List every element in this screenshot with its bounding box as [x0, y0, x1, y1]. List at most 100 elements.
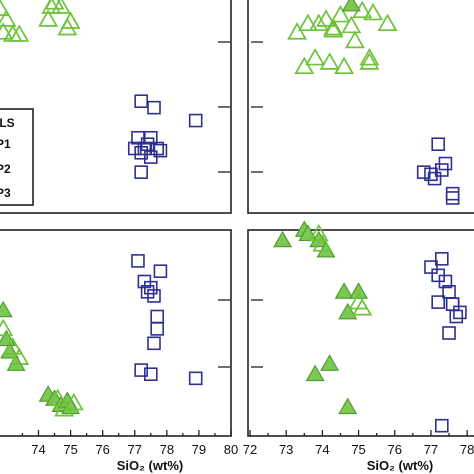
point-top-right-s0-1	[294, 56, 315, 75]
point-bottom-left-s1-2	[9, 347, 30, 365]
point-bottom-right-s1-1	[312, 234, 333, 252]
legend-title: OLS	[0, 116, 15, 130]
point-top-right-s2-0	[431, 137, 445, 151]
panel-bottom-left-frame	[0, 229, 232, 437]
point-top-right-s0-5	[323, 17, 344, 36]
x-tick-label-bottom-right-2: 74	[315, 442, 329, 457]
point-bottom-left-s2-9	[188, 371, 203, 386]
point-top-left-s0-2	[0, 9, 17, 27]
point-bottom-right-s2-0	[305, 364, 325, 382]
point-bottom-right-s3-11	[453, 305, 467, 320]
point-bottom-left-s1-3	[47, 388, 68, 407]
point-top-right-s0-9	[344, 30, 365, 49]
legend-entry-p1: P1	[0, 137, 11, 151]
point-bottom-left-s2-7	[134, 363, 148, 377]
x-tick-label-bottom-right-5: 77	[424, 442, 438, 457]
x-tick-label-bottom-right-1: 73	[279, 442, 293, 457]
point-top-right-s1-0	[341, 0, 361, 12]
point-bottom-left-s2-5	[150, 322, 165, 336]
point-bottom-right-s0-6	[334, 282, 354, 299]
point-top-left-s0-5	[38, 9, 59, 27]
x-axis-title-right: SiO₂ (wt%)	[367, 458, 433, 473]
point-top-left-s1-6	[147, 100, 161, 115]
point-bottom-right-s3-2	[435, 252, 449, 266]
panel-top-right-frame	[247, 0, 474, 214]
point-top-left-s1-11	[143, 150, 158, 164]
point-top-right-s0-2	[297, 13, 318, 32]
point-top-right-s0-3	[308, 13, 329, 32]
x-tick-label-bottom-left-5: 79	[192, 442, 206, 457]
point-bottom-left-s2-0	[131, 254, 145, 268]
point-top-right-s2-5	[438, 156, 453, 171]
point-top-left-s1-10	[134, 165, 148, 179]
point-bottom-right-s3-0	[424, 260, 438, 274]
point-top-left-s0-0	[0, 0, 10, 16]
x-tick-label-bottom-left-4: 78	[160, 442, 174, 457]
point-bottom-left-s0-0	[0, 300, 13, 318]
point-bottom-right-s3-5	[445, 297, 460, 311]
point-bottom-left-s2-6	[153, 264, 168, 279]
point-bottom-left-s2-11	[143, 280, 158, 295]
point-top-right-s0-10	[305, 47, 326, 66]
point-bottom-right-s3-8	[442, 326, 456, 340]
point-top-right-s0-4	[319, 52, 340, 70]
x-tick-label-bottom-left-2: 76	[95, 442, 109, 457]
legend-box	[0, 108, 34, 206]
point-top-right-s0-12	[334, 56, 355, 75]
point-bottom-left-s1-5	[63, 392, 84, 411]
point-bottom-left-s1-1	[2, 337, 23, 355]
x-tick-label-bottom-right-4: 76	[388, 442, 402, 457]
x-tick-label-bottom-left-6: 80	[224, 442, 238, 457]
point-top-right-s0-11	[323, 20, 344, 38]
point-top-right-s2-3	[427, 171, 442, 186]
point-top-right-s2-7	[445, 186, 460, 201]
point-top-right-s0-6	[316, 9, 336, 27]
point-top-left-s0-1	[0, 22, 14, 40]
point-top-right-s0-17	[359, 52, 380, 70]
point-bottom-left-s1-4	[54, 399, 75, 417]
point-bottom-left-s2-10	[147, 336, 161, 351]
point-top-left-s1-12	[188, 113, 203, 128]
point-top-right-s0-13	[359, 47, 380, 66]
point-top-left-s1-5	[140, 137, 155, 151]
point-top-left-s0-6	[41, 0, 62, 14]
point-bottom-right-s3-3	[438, 274, 453, 289]
point-top-right-s0-15	[377, 13, 398, 32]
point-bottom-right-s0-8	[349, 282, 369, 299]
point-top-left-s0-9	[57, 17, 78, 36]
legend: OLS P1 P2 P3	[0, 108, 34, 206]
point-bottom-right-s0-3	[309, 230, 329, 248]
point-top-right-s0-8	[341, 15, 362, 34]
x-axis-title-left: SiO₂ (wt%)	[117, 458, 183, 473]
x-tick-label-bottom-right-0: 72	[243, 442, 257, 457]
point-top-right-s2-6	[445, 191, 460, 205]
x-tick-label-bottom-right-3: 75	[351, 442, 365, 457]
point-bottom-right-s1-0	[308, 223, 329, 242]
point-bottom-right-s0-5	[320, 354, 340, 371]
point-top-left-s1-0	[134, 94, 148, 108]
point-top-left-s0-10	[60, 11, 81, 29]
point-top-right-s2-1	[424, 167, 438, 182]
point-bottom-left-s2-8	[143, 367, 158, 382]
point-bottom-right-s3-7	[431, 295, 445, 309]
point-top-right-s0-0	[287, 22, 308, 40]
chart-marks: 74 75 76 77 78 79 80 72 73 74 75 76 77 78	[0, 0, 474, 457]
point-bottom-left-s1-0	[0, 318, 14, 337]
point-bottom-right-s3-6	[449, 309, 464, 324]
point-top-left-s0-8	[50, 0, 71, 14]
panel-bottom-right-frame	[247, 229, 474, 437]
legend-entry-p2: P2	[0, 162, 11, 176]
point-bottom-left-s2-4	[150, 309, 165, 324]
x-tick-label-bottom-left-1: 75	[63, 442, 77, 457]
x-tick-label-bottom-left-3: 77	[128, 442, 142, 457]
point-top-right-s0-16	[363, 2, 384, 21]
x-tick-label-bottom-right-6: 78	[460, 442, 474, 457]
point-bottom-right-s2-1	[338, 397, 358, 415]
panel-top-left-frame	[0, 0, 232, 214]
point-bottom-right-s3-10	[445, 297, 460, 311]
point-bottom-right-s1-3	[352, 298, 373, 316]
point-bottom-left-s2-3	[147, 289, 161, 303]
point-bottom-right-s0-7	[338, 302, 358, 320]
point-bottom-right-s3-9	[435, 418, 449, 433]
